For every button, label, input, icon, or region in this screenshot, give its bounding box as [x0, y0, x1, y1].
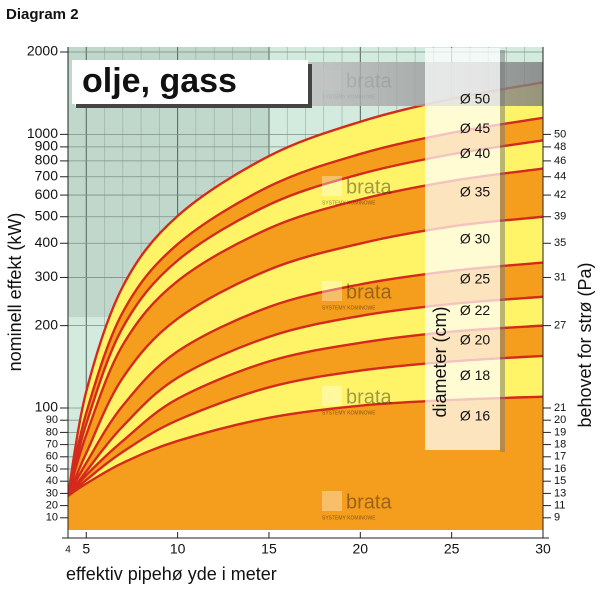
watermark-box — [322, 281, 342, 301]
y2-axis-label: behovet for strø (Pa) — [575, 262, 595, 427]
watermark: brata — [346, 386, 392, 408]
y-axis-label: nominell effekt (kW) — [5, 213, 25, 372]
x-tick-label: 15 — [261, 541, 277, 557]
watermark-sub: SYSTEMY KOMINOWE — [322, 305, 376, 311]
x-tick-label: 30 — [535, 541, 551, 557]
band-label: Ø 20 — [460, 331, 491, 347]
y-tick-label: 100 — [35, 399, 59, 415]
y2-tick-label: 16 — [554, 463, 566, 475]
y-tick-label: 900 — [35, 138, 59, 154]
y2-tick-label: 27 — [554, 320, 566, 332]
y-tick-label: 800 — [35, 152, 59, 168]
y2-tick-label: 42 — [554, 189, 566, 201]
y2-tick-label: 50 — [554, 128, 566, 140]
x-tick-label: 25 — [444, 541, 460, 557]
band-label: Ø 18 — [460, 367, 491, 383]
band-label: Ø 35 — [460, 183, 491, 199]
watermark: brata — [346, 176, 392, 198]
x-axis-label: effektiv pipehø yde i meter — [66, 564, 277, 584]
chart-title: olje, gass — [82, 62, 237, 100]
watermark: brata — [346, 281, 392, 303]
y-tick-label: 90 — [46, 414, 58, 426]
y2-tick-label: 20 — [554, 414, 566, 426]
band-label: Ø 50 — [460, 91, 491, 107]
y-tick-label: 700 — [35, 167, 59, 183]
y-tick-label: 400 — [35, 234, 59, 250]
y2-tick-label: 11 — [554, 500, 565, 512]
y-tick-label: 20 — [46, 500, 58, 512]
band-axis-label: diameter (cm) — [430, 306, 450, 417]
y-tick-label: 80 — [46, 426, 58, 438]
y2-tick-label: 35 — [554, 237, 566, 249]
y-tick-label: 1000 — [27, 125, 58, 141]
band-label: Ø 25 — [460, 270, 491, 286]
y-tick-label: 600 — [35, 186, 59, 202]
y2-tick-label: 46 — [554, 155, 566, 167]
y2-tick-label: 44 — [554, 171, 566, 183]
diameter-column — [425, 48, 500, 450]
y2-tick-label: 39 — [554, 211, 566, 223]
watermark-box — [322, 176, 342, 196]
band-label: Ø 16 — [460, 407, 491, 423]
overlay: olje, gass diameter (cm) Ø 50 Ø 45 Ø 40 Ø 35 Ø… — [27, 43, 566, 557]
y2-tick-label: 21 — [554, 402, 566, 414]
title-box — [72, 60, 308, 104]
y-tick-label: 40 — [46, 475, 58, 487]
y2-tick-label: 17 — [554, 451, 566, 463]
x-tick-label: 4 — [65, 545, 71, 556]
y2-tick-label: 31 — [554, 271, 566, 283]
y-tick-label: 500 — [35, 207, 59, 223]
band-label: Ø 40 — [460, 145, 491, 161]
band-label: Ø 45 — [460, 120, 491, 136]
band-label: Ø 22 — [460, 302, 491, 318]
y-tick-label: 30 — [46, 487, 58, 499]
y-tick-label: 2000 — [27, 43, 58, 59]
header: Diagram 2 — [6, 6, 79, 23]
y-tick-label: 50 — [46, 463, 58, 475]
y-tick-label: 300 — [35, 268, 59, 284]
watermark-box — [322, 491, 342, 511]
y-tick-label: 200 — [35, 316, 59, 332]
y2-tick-label: 9 — [554, 512, 560, 524]
watermark-sub: SYSTEMY KOMINOWE — [322, 200, 376, 206]
watermark-sub: SYSTEMY KOMINOWE — [322, 515, 376, 521]
x-tick-label: 5 — [82, 541, 90, 557]
y2-tick-label: 48 — [554, 141, 566, 153]
x-tick-label: 10 — [170, 541, 186, 557]
y2-tick-label: 19 — [554, 426, 566, 438]
y-tick-label: 10 — [46, 512, 58, 524]
band-area — [68, 396, 543, 530]
column-shadow — [500, 50, 505, 452]
x-tick-label: 20 — [353, 541, 369, 557]
y2-tick-label: 18 — [554, 439, 566, 451]
y2-tick-label: 13 — [554, 487, 566, 499]
y-tick-label: 70 — [46, 439, 58, 451]
watermark-sub: SYSTEMY KOMINOWE — [322, 410, 376, 416]
y-tick-label: 60 — [46, 451, 58, 463]
band-label: Ø 30 — [460, 230, 491, 246]
watermark-box — [322, 386, 342, 406]
watermark: brata — [346, 491, 392, 513]
y2-tick-label: 15 — [554, 475, 566, 487]
